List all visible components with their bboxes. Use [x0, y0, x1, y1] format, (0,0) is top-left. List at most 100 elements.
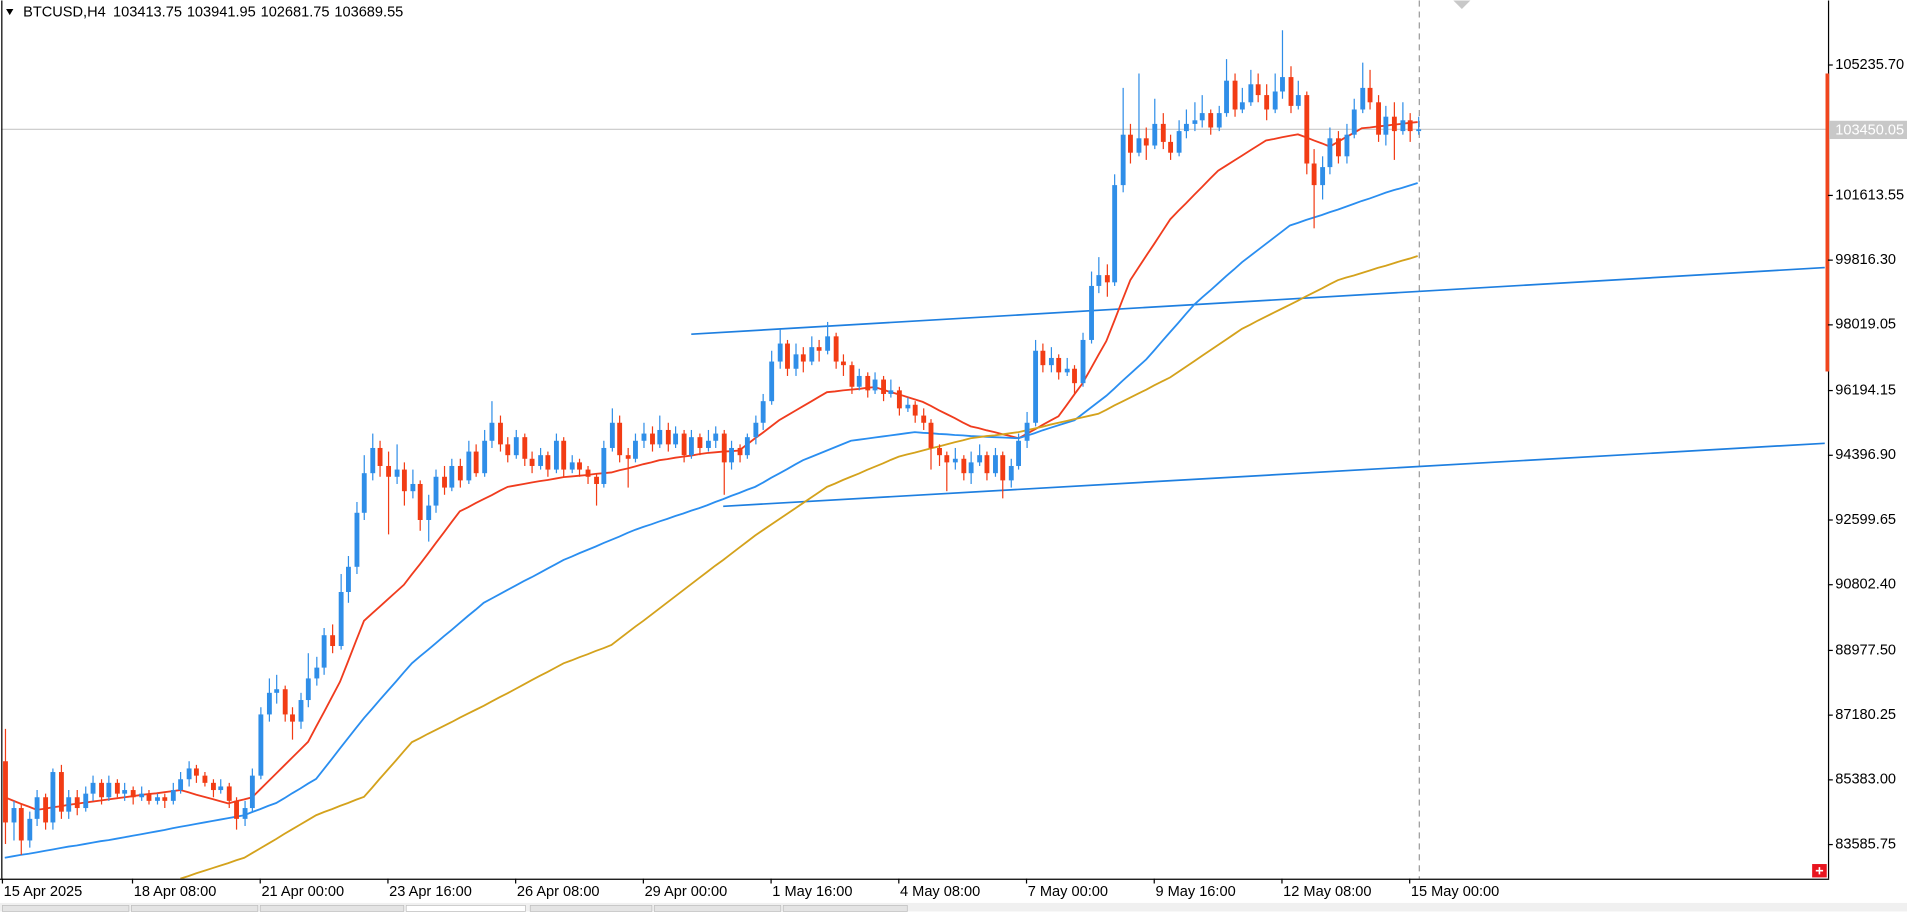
- x-tick-label: 15 Apr 2025: [4, 884, 83, 900]
- candle-body: [617, 422, 623, 456]
- candle-body: [993, 455, 998, 474]
- candle-body: [346, 566, 351, 593]
- trendline: [723, 442, 1825, 508]
- footer: [0, 902, 1907, 912]
- tab[interactable]: [2, 905, 130, 912]
- candle-body: [1295, 95, 1301, 106]
- candle-body: [1128, 134, 1133, 153]
- x-tick-label: 26 Apr 08:00: [517, 884, 600, 900]
- candle-body: [1255, 84, 1261, 96]
- candle-body: [321, 635, 327, 668]
- candle-body: [729, 447, 734, 463]
- candle-body: [1320, 167, 1326, 186]
- x-tick-label: 23 Apr 16:00: [389, 884, 472, 900]
- candle-body: [1183, 123, 1189, 132]
- candle-body: [1311, 163, 1317, 186]
- y-tick-label: 105235.70: [1835, 57, 1904, 73]
- candle-body: [1280, 77, 1285, 92]
- candle-body: [1136, 138, 1142, 153]
- candle-body: [370, 447, 376, 474]
- candle-body: [18, 808, 24, 841]
- candle-body: [386, 465, 392, 477]
- candle-body: [489, 422, 495, 441]
- candle-body: [744, 437, 750, 456]
- candle-body: [896, 390, 902, 409]
- candle-body: [769, 361, 775, 402]
- add-icon: [1815, 867, 1824, 875]
- candle-body: [650, 433, 655, 445]
- candle-body: [83, 793, 89, 809]
- header-arrow[interactable]: [6, 9, 14, 16]
- shift-marker: [1453, 0, 1471, 10]
- candle-body: [977, 455, 983, 463]
- candle-body: [202, 775, 208, 783]
- candle-body: [290, 714, 295, 722]
- candle-body: [984, 455, 990, 474]
- candle-body: [274, 689, 280, 693]
- candle-body: [633, 440, 638, 459]
- tab[interactable]: [653, 905, 782, 912]
- candle-body: [1152, 123, 1158, 146]
- candle-body: [186, 768, 192, 780]
- candle-body: [561, 440, 567, 470]
- candle-body: [74, 797, 80, 809]
- candle-body: [1048, 357, 1054, 366]
- candle-body: [856, 375, 862, 387]
- candle-body: [912, 404, 918, 416]
- candle-body: [449, 465, 455, 488]
- y-tick-label: 94396.90: [1835, 447, 1896, 463]
- candle-body: [673, 433, 679, 445]
- tab[interactable]: [130, 905, 259, 912]
- candle-body: [162, 797, 168, 801]
- candle-body: [99, 782, 104, 798]
- candle-body: [1024, 422, 1030, 441]
- header: BTCUSD,H4 103413.75 103941.95 102681.75 1036…: [6, 5, 403, 21]
- candle-body: [553, 440, 559, 470]
- candle-body: [737, 447, 743, 456]
- side-indicator: [1825, 73, 1830, 372]
- candle-body: [1112, 185, 1118, 283]
- candle-body: [106, 782, 112, 798]
- x-tick-label: 7 May 00:00: [1028, 884, 1108, 900]
- tab[interactable]: [529, 905, 653, 912]
- candle-body: [777, 343, 783, 362]
- candle-body: [258, 714, 264, 776]
- bid-label-box: [1829, 120, 1907, 140]
- tab[interactable]: [259, 905, 405, 912]
- candle-body: [849, 365, 855, 387]
- candle-body: [226, 786, 232, 801]
- candle-body: [354, 512, 360, 567]
- candle-body: [952, 458, 958, 463]
- candle-body: [888, 390, 894, 394]
- candle-body: [1192, 120, 1198, 124]
- candle-body: [1120, 134, 1126, 186]
- candle-body: [1033, 350, 1039, 423]
- candle-body: [314, 667, 320, 679]
- candle-body: [1351, 109, 1357, 135]
- candle-body: [1199, 113, 1205, 121]
- y-tick-label: 88977.50: [1835, 642, 1896, 658]
- candle-body: [841, 361, 846, 366]
- tab-active[interactable]: [405, 905, 526, 912]
- x-tick-label: 9 May 16:00: [1155, 884, 1235, 900]
- bid-label: 103450.05: [1835, 122, 1904, 138]
- tab[interactable]: [782, 905, 908, 912]
- candle-body: [921, 415, 927, 423]
- candle-body: [641, 433, 647, 441]
- candle-body: [242, 808, 248, 819]
- candle-body: [155, 797, 160, 801]
- candle-body: [785, 343, 790, 369]
- candle-body: [816, 347, 822, 351]
- candle-body: [825, 336, 831, 351]
- candle-body: [529, 458, 535, 466]
- header-text: BTCUSD,H4 103413.75 103941.95 102681.75 1036…: [23, 5, 403, 21]
- candle-body: [146, 793, 152, 801]
- candle-body: [1104, 275, 1110, 283]
- candle-body: [1367, 87, 1373, 103]
- candle-body: [1248, 84, 1254, 103]
- candle-body: [361, 473, 367, 513]
- candle-body: [43, 797, 49, 823]
- candle-body: [513, 437, 519, 456]
- candle-body: [193, 768, 199, 776]
- candle-body: [457, 465, 463, 481]
